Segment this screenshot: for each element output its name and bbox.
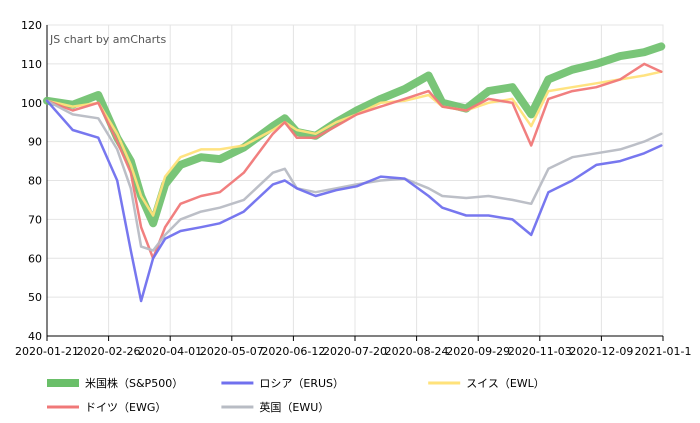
y-tick-label: 50	[28, 291, 42, 304]
series-line-4[interactable]	[45, 99, 663, 252]
series-line-3[interactable]	[45, 62, 663, 260]
y-tick-label: 70	[28, 213, 42, 226]
x-tick-label: 2020-08-24	[385, 345, 449, 358]
x-tick-label: 2020-04-01	[138, 345, 202, 358]
y-tick-label: 80	[28, 175, 42, 188]
y-tick-label: 110	[21, 58, 42, 71]
x-tick-label: 2020-05-07	[200, 345, 264, 358]
legend-item-label[interactable]: 米国株（S&P500）	[85, 376, 183, 390]
x-tick-label: 2020-09-29	[446, 345, 510, 358]
series-line-0[interactable]	[43, 42, 666, 228]
legend-item-label[interactable]: スイス（EWL）	[466, 377, 545, 390]
series-line-2[interactable]	[45, 70, 663, 217]
y-tick-label: 120	[21, 19, 42, 32]
x-tick-label: 2020-06-12	[261, 345, 325, 358]
legend: 米国株（S&P500） ロシア（ERUS） スイス（EWL） ドイツ（EWG） 英国（E…	[47, 376, 545, 414]
legend-item-label[interactable]: 英国（EWU）	[259, 400, 329, 414]
legend-item-label[interactable]: ロシア（ERUS）	[259, 377, 344, 390]
x-tick-label: 2020-11-03	[508, 345, 572, 358]
x-tick-label: 2020-01-21	[15, 345, 79, 358]
series-line-1[interactable]	[45, 99, 663, 303]
x-tick-label: 2020-07-20	[323, 345, 387, 358]
y-tick-label: 100	[21, 97, 42, 110]
y-tick-label: 40	[28, 330, 42, 343]
y-tick-label: 60	[28, 252, 42, 265]
plot-area	[43, 42, 666, 303]
y-tick-label: 90	[28, 136, 42, 149]
y-axis: 40 50 60 70 80 90 100 110 120	[21, 19, 48, 343]
x-axis: 2020-01-212020-02-262020-04-012020-05-07…	[15, 335, 692, 358]
x-tick-label: 2021-01-1	[635, 345, 692, 358]
legend-item-label[interactable]: ドイツ（EWG）	[85, 401, 166, 414]
x-tick-label: 2020-02-26	[77, 345, 141, 358]
x-tick-label: 2020-12-09	[569, 345, 633, 358]
chart-credit[interactable]: JS chart by amCharts	[49, 33, 166, 46]
